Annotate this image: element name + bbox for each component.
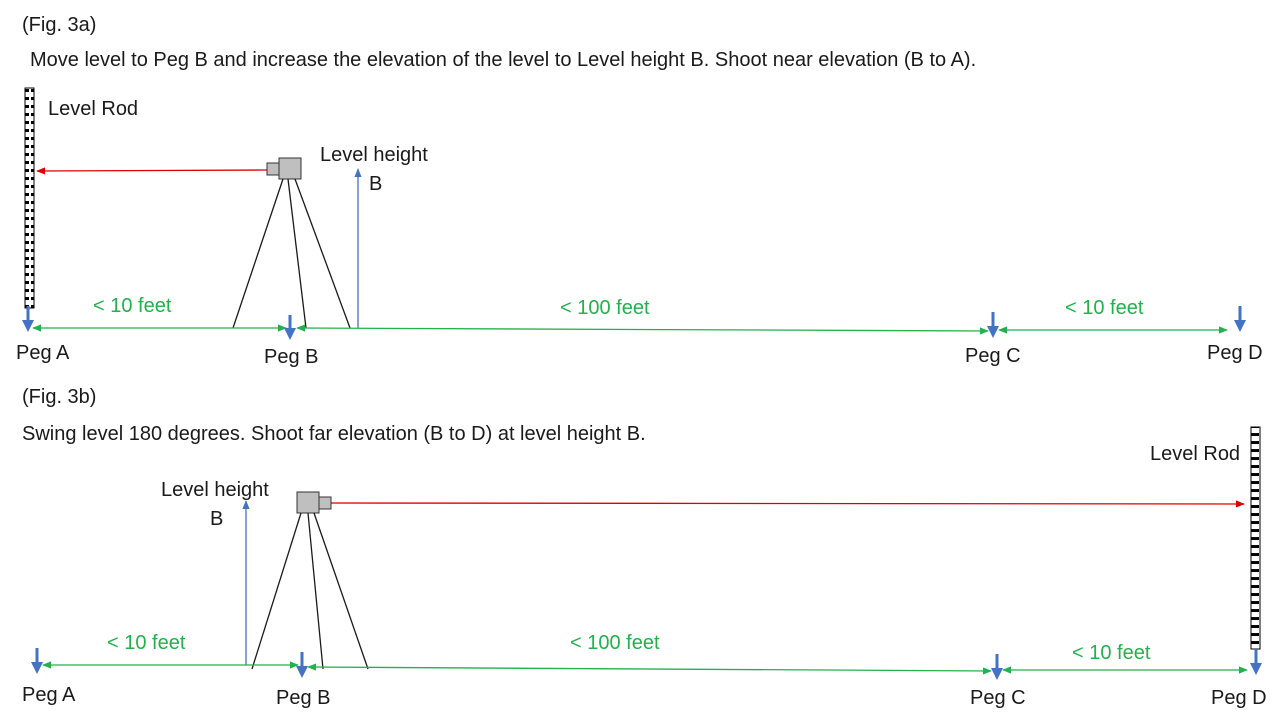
fig-3b: (Fig. 3b) Swing level 180 degrees. Shoot… (22, 386, 1267, 709)
level-rod-b (1250, 426, 1261, 650)
tripod-a (232, 178, 351, 329)
fig-3b-label: (Fig. 3b) (22, 386, 96, 408)
peg-b-marker-b (296, 652, 308, 678)
peg-c-marker-a (987, 312, 999, 338)
level-instrument-a (266, 157, 302, 180)
tripod-b (251, 512, 369, 670)
peg-d-label-b: Peg D (1211, 687, 1267, 709)
peg-c-marker-b (991, 654, 1003, 680)
peg-c-label-a: Peg C (965, 345, 1021, 367)
distance-cd-a: < 10 feet (1065, 297, 1144, 319)
sight-line-b (329, 500, 1245, 508)
rod-label-b: Level Rod (1150, 443, 1240, 465)
rod-label-a: Level Rod (48, 98, 138, 120)
peg-b-marker-a (284, 315, 296, 340)
distance-cd-b: < 10 feet (1072, 642, 1151, 664)
level-height-label-a: Level height (320, 144, 428, 166)
distance-bc-a: < 100 feet (560, 297, 650, 319)
level-rod-a (24, 87, 35, 309)
sight-line-a (36, 167, 269, 175)
fig-3b-caption: Swing level 180 degrees. Shoot far eleva… (22, 423, 646, 445)
peg-b-label-b: Peg B (276, 687, 330, 709)
distance-bc-line-b (307, 663, 992, 675)
peg-d-marker-b (1250, 649, 1262, 675)
peg-a-marker-b (31, 648, 43, 674)
fig-3a: (Fig. 3a) Move level to Peg B and increa… (16, 14, 1263, 368)
fig-3a-label: (Fig. 3a) (22, 14, 96, 36)
peg-d-label-a: Peg D (1207, 342, 1263, 364)
peg-d-marker-a (1234, 306, 1246, 332)
fig-3a-caption: Move level to Peg B and increase the ele… (30, 49, 976, 71)
peg-c-label-b: Peg C (970, 687, 1026, 709)
distance-bc-line-a (296, 324, 989, 335)
peg-a-label-b: Peg A (22, 684, 76, 706)
level-instrument-b (296, 491, 332, 514)
peg-a-label-a: Peg A (16, 342, 70, 364)
distance-bc-b: < 100 feet (570, 632, 660, 654)
distance-ab-a: < 10 feet (93, 295, 172, 317)
peg-a-marker-a (22, 306, 34, 332)
level-height-label-b: Level height (161, 479, 269, 501)
distance-ab-b: < 10 feet (107, 632, 186, 654)
level-height-b-b: B (210, 508, 223, 530)
peg-b-label-a: Peg B (264, 346, 318, 368)
level-height-b-a: B (369, 173, 382, 195)
